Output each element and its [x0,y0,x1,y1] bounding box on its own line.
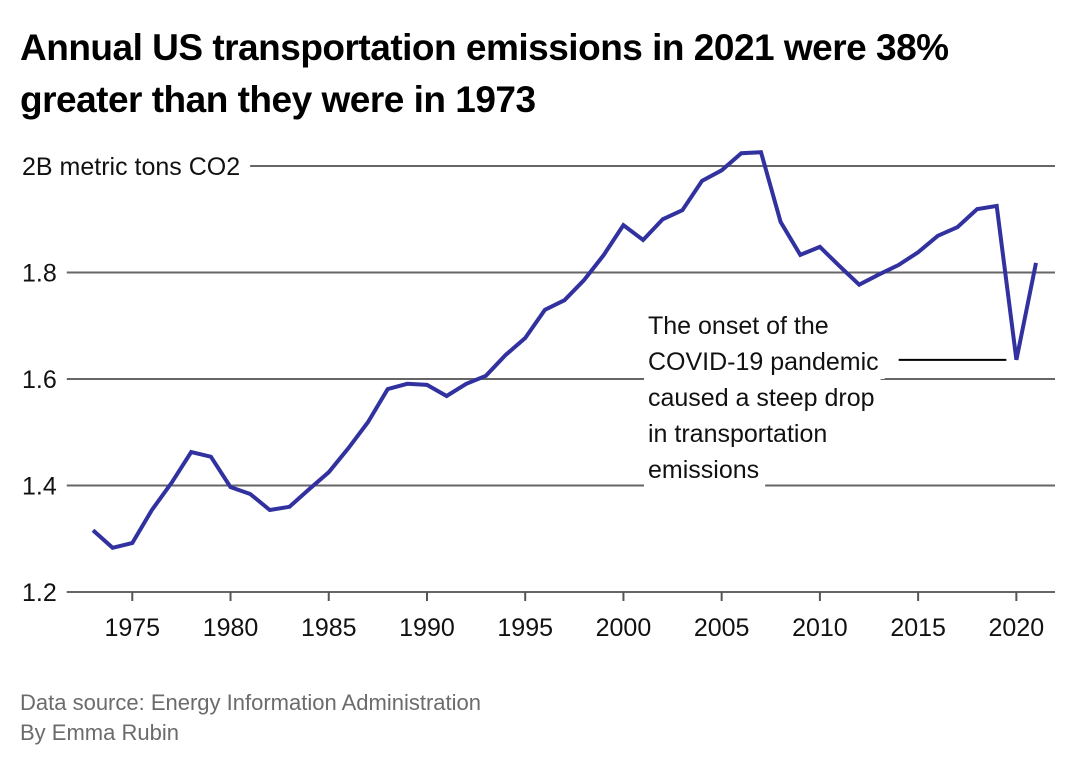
x-tick-label: 2010 [792,614,848,642]
data-source: Data source: Energy Information Administ… [20,690,482,715]
x-tick-label: 2020 [989,614,1045,642]
annotation-mask [644,415,834,451]
series-group [91,150,1038,550]
x-tick-label: 1995 [497,614,553,642]
footer: Data source: Energy Information Administ… [20,688,481,748]
series-line [91,150,1038,550]
x-tick-label: 2005 [694,614,750,642]
annotation-text-line: caused a steep drop [648,384,875,412]
x-tick-label: 1985 [301,614,357,642]
y-axis: 1.2 1.4 1.6 1.8 2B metric tons CO2 [22,153,240,607]
annotation-mask [644,343,885,379]
gridlines [66,165,1055,593]
byline: By Emma Rubin [20,720,179,745]
annotation-text-line: in transportation [648,420,827,448]
annotation-mask [644,451,766,487]
y-tick-label: 1.4 [22,473,57,501]
annotation-mask [644,307,835,343]
x-axis: 1975 1980 1985 1990 1995 2000 2005 2010 2015 2020 [104,592,1044,642]
x-tick-label: 1980 [203,614,259,642]
annotation-group: The onset of the COVID-19 pandemic caused … [644,307,1007,487]
x-tick-label: 2015 [890,614,946,642]
annotation-mask [644,379,881,415]
x-tick-label: 1975 [104,614,160,642]
chart-title: Annual US transportation emissions in 20… [20,27,949,120]
y-tick-label: 1.8 [22,260,57,288]
annotation-text-line: COVID-19 pandemic [648,348,879,376]
y-tick-label: 2B metric tons CO2 [22,153,240,181]
x-tick-label: 2000 [596,614,652,642]
y-tick-label: 1.2 [22,579,57,607]
annotation-text-line: The onset of the [648,312,829,340]
annotation-text-line: emissions [648,456,759,484]
x-tick-label: 1990 [399,614,455,642]
y-tick-label: 1.6 [22,366,57,394]
covid-annotation: The onset of the COVID-19 pandemic caused … [644,307,1007,487]
